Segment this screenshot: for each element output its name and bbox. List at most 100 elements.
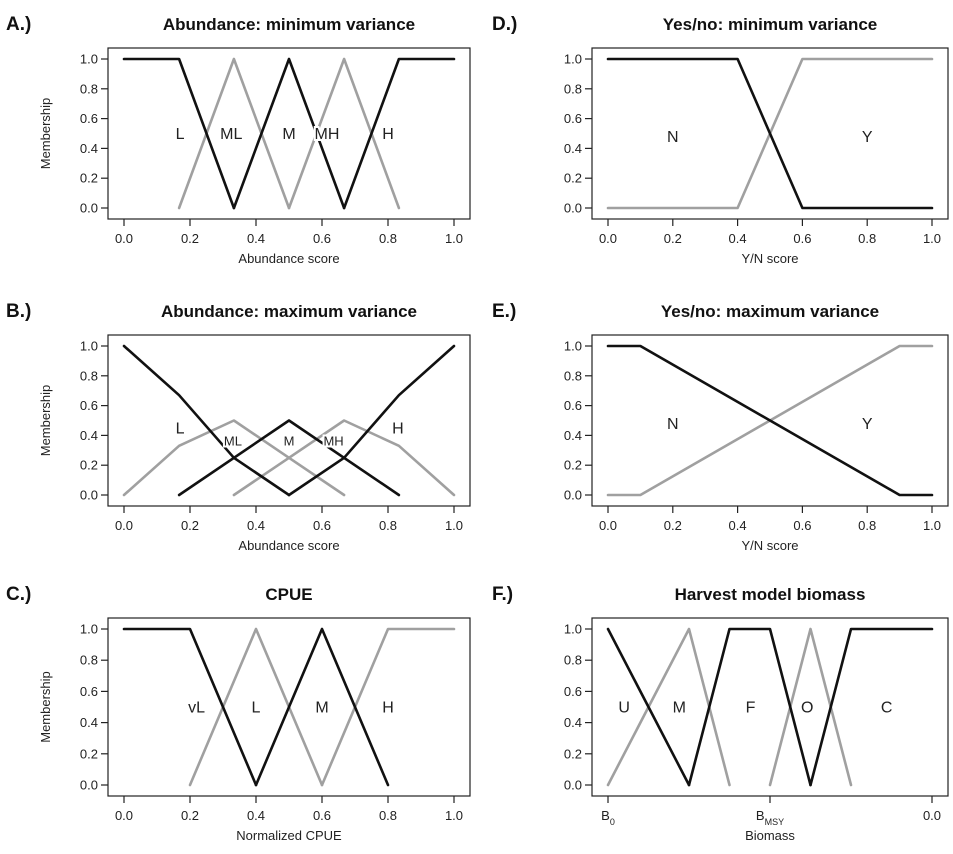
- region-label: ML: [220, 126, 242, 143]
- chart-title: Abundance: minimum variance: [163, 15, 415, 34]
- y-tick-label: 0.2: [80, 458, 98, 473]
- region-label: C: [881, 700, 893, 717]
- region-label: MH: [323, 433, 343, 448]
- y-axis-label: Membership: [38, 98, 53, 170]
- x-tick-label: 0.0: [599, 518, 617, 533]
- region-label: vL: [188, 700, 205, 717]
- membership-line-3: [177, 419, 401, 497]
- x-tick-label: 0.8: [858, 518, 876, 533]
- y-tick-label: 1.0: [80, 52, 98, 67]
- panel-letter: A.): [6, 14, 31, 35]
- x-tick-subscript: 0: [610, 817, 615, 827]
- y-tick-label: 0.0: [80, 488, 98, 503]
- region-label: U: [618, 700, 630, 717]
- y-tick-label: 1.0: [80, 622, 98, 637]
- x-tick-label: 0.2: [664, 231, 682, 246]
- y-tick-label: 0.4: [564, 428, 582, 443]
- x-tick-label: 0.0: [923, 808, 941, 823]
- y-tick-label: 0.4: [80, 141, 98, 156]
- chart-title: Yes/no: minimum variance: [663, 15, 877, 34]
- membership-line-4: [320, 627, 456, 787]
- membership-line-1: [606, 627, 691, 787]
- x-axis-label: Abundance score: [238, 251, 339, 266]
- y-tick-label: 1.0: [564, 52, 582, 67]
- x-tick-label: 0.6: [793, 231, 811, 246]
- x-axis-label: Y/N score: [741, 251, 798, 266]
- y-tick-label: 0.6: [80, 111, 98, 126]
- membership-line-1: [122, 57, 236, 210]
- panel-2: B.) Abundance: maximum variance 0.0 0.2 0.4 0…: [6, 301, 471, 553]
- chart-title: Yes/no: maximum variance: [661, 302, 879, 321]
- chart-title: Harvest model biomass: [675, 585, 866, 604]
- panel-6: F.) Harvest model biomass 0.0 0.2 0.4 0.6 0.8 1…: [492, 584, 949, 843]
- x-tick-label: 0.0: [115, 808, 133, 823]
- x-tick-label: 0.4: [247, 518, 265, 533]
- y-tick-label: 1.0: [564, 622, 582, 637]
- membership-line-2: [177, 57, 291, 210]
- region-label: H: [392, 420, 404, 437]
- membership-line-2: [606, 627, 731, 787]
- y-tick-label: 0.2: [564, 171, 582, 186]
- panel-letter: B.): [6, 301, 31, 322]
- panel-5: E.) Yes/no: maximum variance 0.0 0.2 0.4 0.6 0…: [492, 301, 949, 553]
- panel-4: D.) Yes/no: minimum variance 0.0 0.2 0.4 0.6 0…: [492, 14, 949, 266]
- plot-frame: [591, 617, 949, 797]
- y-tick-label: 0.4: [564, 141, 582, 156]
- membership-line-2: [122, 419, 346, 497]
- x-tick-label: 0.0: [115, 518, 133, 533]
- y-tick-label: 0.2: [564, 458, 582, 473]
- panel-letter: D.): [492, 14, 517, 35]
- y-tick-label: 0.4: [80, 428, 98, 443]
- region-label: O: [801, 700, 813, 717]
- x-tick-label: 1.0: [445, 231, 463, 246]
- y-tick-label: 0.8: [80, 653, 98, 668]
- membership-line-1: [122, 627, 258, 787]
- region-label: H: [382, 126, 394, 143]
- y-tick-label: 0.0: [564, 778, 582, 793]
- x-axis-label: Abundance score: [238, 538, 339, 553]
- panel-3: C.) CPUE 0.0 0.2 0.4 0.6 0.8 1.0 0.0 0.2 0.4 0.6 0.8…: [6, 584, 471, 843]
- region-label: MH: [315, 126, 340, 143]
- x-tick-label: 0.2: [181, 808, 199, 823]
- region-label: Y: [862, 129, 873, 146]
- y-tick-label: 0.2: [80, 171, 98, 186]
- x-tick-label: 0.6: [793, 518, 811, 533]
- panel-letter: C.): [6, 584, 31, 605]
- y-tick-label: 0.6: [564, 111, 582, 126]
- membership-line-4: [287, 57, 401, 210]
- membership-line-1: [606, 57, 934, 210]
- y-tick-label: 0.8: [80, 81, 98, 96]
- region-label: N: [667, 416, 679, 433]
- plot-frame: [591, 47, 949, 220]
- chart-title: Abundance: maximum variance: [161, 302, 417, 321]
- membership-line-2: [188, 627, 324, 787]
- x-tick-text: B: [756, 808, 765, 823]
- plot-frame: [591, 334, 949, 507]
- x-tick-label: 0.0: [599, 231, 617, 246]
- x-tick-label: 0.0: [115, 231, 133, 246]
- panel-letter: E.): [492, 301, 516, 322]
- panel-1: A.) Abundance: minimum variance 0.0 0.2 0.4 0…: [6, 14, 471, 266]
- x-tick-label: 1.0: [923, 518, 941, 533]
- x-axis-label: Y/N score: [741, 538, 798, 553]
- y-axis-label: Membership: [38, 385, 53, 457]
- x-axis-label: Biomass: [745, 828, 795, 843]
- y-tick-label: 0.0: [80, 201, 98, 216]
- membership-line-3: [687, 627, 812, 787]
- membership-line-4: [232, 419, 456, 497]
- y-tick-label: 0.4: [80, 715, 98, 730]
- y-tick-label: 0.0: [80, 778, 98, 793]
- x-tick-label: 0.2: [664, 518, 682, 533]
- plot-frame: [107, 334, 471, 507]
- x-tick-label: 0.2: [181, 518, 199, 533]
- chart-title: CPUE: [265, 585, 312, 604]
- membership-line-3: [254, 627, 390, 787]
- x-axis-label: Normalized CPUE: [236, 828, 342, 843]
- y-tick-label: 0.6: [80, 398, 98, 413]
- membership-line-1: [122, 344, 291, 497]
- y-tick-label: 1.0: [564, 339, 582, 354]
- y-tick-label: 0.8: [564, 368, 582, 383]
- region-label: M: [284, 433, 295, 448]
- region-label: N: [667, 129, 679, 146]
